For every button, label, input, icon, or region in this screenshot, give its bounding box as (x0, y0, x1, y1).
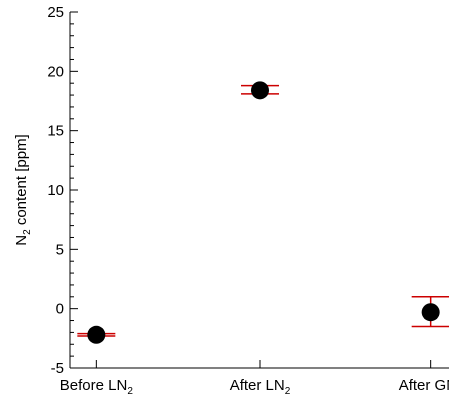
x-tick-label: Before LN2 (60, 377, 134, 397)
x-tick-label-text: After GN (399, 377, 449, 394)
x-tick-label: After LN2 (230, 377, 291, 397)
data-point (87, 325, 106, 344)
y-tick-label: 5 (56, 241, 64, 258)
y-tick-label: 10 (47, 182, 64, 199)
x-tick-label-text: Before LN (60, 377, 128, 394)
axes (69, 12, 449, 369)
data-point (421, 303, 440, 322)
data-point (251, 81, 269, 100)
y-tick-label: -5 (51, 360, 64, 377)
y-tick-label: 0 (56, 301, 64, 318)
y-tick-label: 20 (47, 63, 64, 80)
y-axis-label-rest: content [ppm] (13, 134, 30, 229)
y-tick-label: 25 (47, 4, 64, 21)
x-tick-label: After GN2 (399, 377, 449, 397)
ticks (70, 11, 432, 369)
error-bars (77, 84, 449, 337)
x-tick-label-subscript: 2 (127, 386, 133, 397)
data-points (87, 81, 440, 344)
x-tick-label-subscript: 2 (285, 386, 291, 397)
x-tick-label-text: After LN (230, 377, 285, 394)
y-axis-label-text: N (13, 235, 30, 246)
y-axis-label: N2 content [ppm] (13, 134, 33, 245)
y-tick-label: 15 (47, 123, 64, 140)
y-axis-label-subscript: 2 (22, 229, 33, 235)
